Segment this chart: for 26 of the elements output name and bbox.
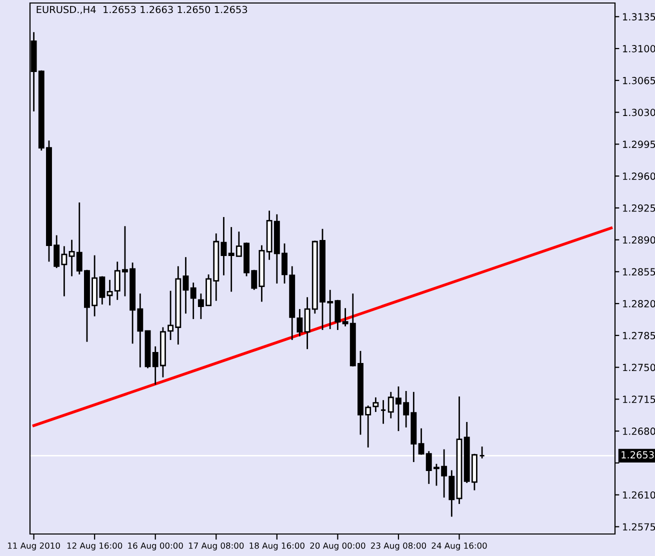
x-tick-label: 16 Aug 00:00 bbox=[128, 542, 183, 550]
y-tick-label: 1.3065 bbox=[623, 76, 655, 84]
chart-title: EURUSD.,H4 1.2653 1.2663 1.2650 1.2653 bbox=[36, 6, 248, 14]
x-tick-label: 17 Aug 08:00 bbox=[188, 542, 244, 550]
x-tick-label: 12 Aug 16:00 bbox=[67, 542, 122, 550]
y-tick-label: 1.2820 bbox=[623, 300, 655, 308]
y-tick-label: 1.2995 bbox=[623, 140, 655, 148]
y-tick-label: 1.3100 bbox=[623, 45, 655, 52]
y-tick-label: 1.3030 bbox=[623, 108, 655, 116]
x-tick-label: 18 Aug 16:00 bbox=[250, 542, 304, 550]
y-tick-label: 1.2925 bbox=[623, 204, 655, 212]
x-tick-label: 24 Aug 16:00 bbox=[432, 542, 487, 550]
y-tick-label: 1.2785 bbox=[623, 332, 655, 340]
y-tick-label: 1.2855 bbox=[623, 268, 655, 276]
x-tick-label: 20 Aug 00:00 bbox=[310, 542, 366, 550]
y-tick-label: 1.2715 bbox=[623, 396, 655, 404]
y-tick-label: 1.3135 bbox=[623, 13, 655, 20]
y-tick-label: 1.2750 bbox=[623, 364, 655, 372]
y-tick-label: 1.2680 bbox=[623, 428, 655, 435]
x-tick-label: 11 Aug 2010 bbox=[8, 542, 60, 550]
y-tick-label: 1.2890 bbox=[623, 236, 655, 244]
y-tick-label: 1.2960 bbox=[623, 172, 655, 180]
y-tick-label: 1.2575 bbox=[623, 523, 655, 531]
y-tick-label: 1.2610 bbox=[623, 491, 655, 499]
x-tick-label: 23 Aug 08:00 bbox=[370, 542, 426, 550]
ref-line-label: 1.2653 bbox=[622, 451, 654, 458]
